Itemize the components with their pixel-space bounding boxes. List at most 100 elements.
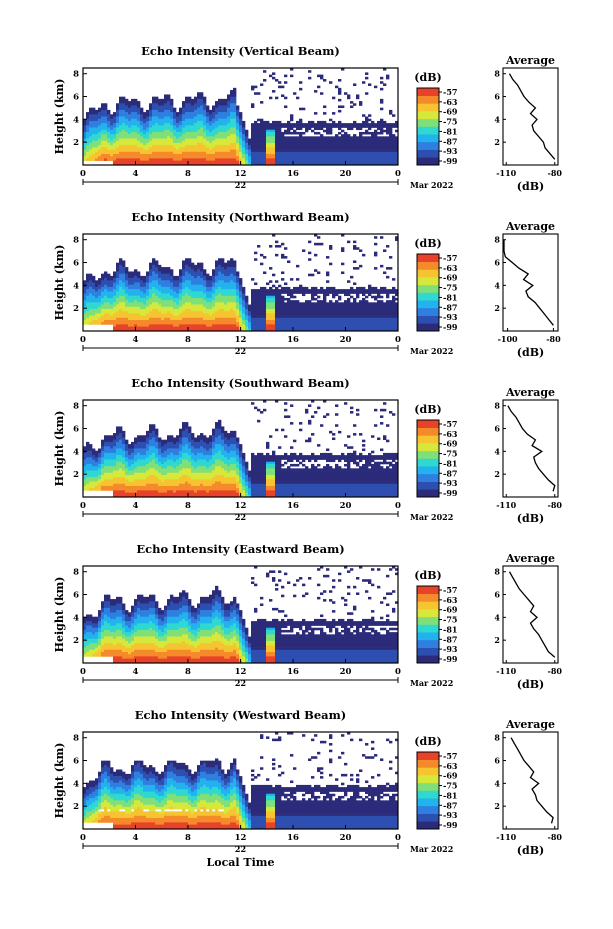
heatmap-cell [110, 306, 114, 310]
heatmap-cell [122, 304, 126, 308]
heatmap-cell [89, 127, 93, 131]
heatmap-cell [119, 103, 123, 106]
heatmap-cell [122, 127, 126, 131]
heatmap-cell [242, 134, 246, 137]
heatmap-cell [203, 304, 207, 308]
heatmap-cell [119, 107, 123, 111]
heatmap-cell [125, 328, 129, 332]
heatmap-cell [86, 149, 90, 153]
heatmap-cell [152, 278, 156, 281]
heatmap-cell [308, 324, 312, 327]
heatmap-cell [251, 295, 255, 299]
heatmap-cell [155, 267, 159, 270]
heatmap-cell [191, 308, 195, 312]
heatmap-cell [263, 160, 267, 164]
heatmap-cell [212, 282, 216, 286]
heatmap-cell [323, 151, 327, 155]
heatmap-cell [314, 291, 318, 294]
heatmap-cell [92, 149, 96, 153]
heatmap-cell [119, 286, 123, 290]
heatmap-cell [167, 160, 171, 164]
heatmap-cell [101, 319, 105, 323]
heatmap-cell [134, 311, 138, 314]
heatmap-cell [212, 134, 216, 137]
y-axis-label: Height (km) [53, 79, 66, 155]
heatmap-cell [146, 147, 150, 150]
heatmap-cell [281, 142, 285, 146]
heatmap-cell [365, 319, 369, 323]
heatmap-cell [107, 145, 111, 148]
heatmap-cell [299, 291, 303, 294]
heatmap-cell [191, 116, 195, 120]
heatmap-cell [284, 308, 288, 312]
heatmap-cell [269, 300, 273, 303]
heatmap-cell [197, 271, 201, 275]
heatmap-cell [143, 304, 147, 308]
heatmap-cell [296, 315, 300, 319]
heatmap-cell [161, 156, 165, 159]
heatmap-cell [278, 291, 282, 294]
heatmap-cell [320, 92, 324, 95]
heatmap-cell [314, 145, 318, 148]
heatmap-cell [266, 129, 270, 133]
heatmap-cell [392, 158, 396, 161]
heatmap-cell [290, 315, 294, 319]
heatmap-cell [269, 147, 273, 150]
heatmap-cell [95, 131, 99, 135]
heatmap-cell [293, 313, 297, 316]
heatmap-cell [200, 304, 204, 308]
heatmap-cell [155, 304, 159, 308]
heatmap-cell [353, 151, 357, 155]
heatmap-cell [167, 114, 171, 117]
heatmap-cell [128, 125, 132, 128]
heatmap-cell [353, 319, 357, 323]
heatmap-cell [188, 112, 192, 115]
heatmap-cell [248, 147, 252, 150]
heatmap-cell [176, 153, 180, 157]
heatmap-cell [215, 297, 219, 301]
heatmap-cell [314, 112, 318, 115]
heatmap-cell [101, 313, 105, 316]
heatmap-cell [323, 289, 327, 292]
heatmap-cell [185, 138, 189, 142]
heatmap-cell [158, 286, 162, 290]
heatmap-cell [221, 109, 225, 113]
heatmap-cell [302, 306, 306, 310]
heatmap-cell [203, 123, 207, 126]
heatmap-cell [89, 308, 93, 312]
heatmap-cell [305, 147, 309, 150]
heatmap-cell [155, 324, 159, 327]
heatmap-cell [365, 306, 369, 310]
heatmap-cell [185, 156, 189, 159]
heatmap-cell [275, 156, 279, 159]
heatmap-cell [359, 162, 363, 166]
heatmap-cell [371, 125, 375, 128]
heatmap-cell [347, 304, 351, 308]
heatmap-cell [107, 297, 111, 301]
heatmap-cell [233, 319, 237, 323]
heatmap-cell [188, 308, 192, 312]
heatmap-cell [158, 291, 162, 294]
heatmap-cell [191, 322, 195, 325]
heatmap-cell [203, 280, 207, 283]
heatmap-cell [344, 136, 348, 139]
heatmap-cell [215, 322, 219, 325]
heatmap-cell [164, 271, 168, 275]
heatmap-cell [221, 273, 225, 277]
heatmap-cell [233, 151, 237, 155]
heatmap-cell [107, 153, 111, 157]
heatmap-cell [92, 131, 96, 135]
heatmap-cell [131, 120, 135, 124]
heatmap-cell [275, 240, 279, 244]
heatmap-cell [323, 315, 327, 319]
heatmap-cell [269, 123, 273, 126]
heatmap-cell [266, 131, 270, 135]
heatmap-cell [320, 134, 324, 137]
heatmap-cell [95, 304, 99, 308]
heatmap-cell [203, 112, 207, 115]
heatmap-cell [266, 322, 270, 325]
heatmap-cell [188, 289, 192, 292]
heatmap-cell [92, 306, 96, 310]
heatmap-cell [164, 149, 168, 153]
heatmap-cell [212, 273, 216, 277]
